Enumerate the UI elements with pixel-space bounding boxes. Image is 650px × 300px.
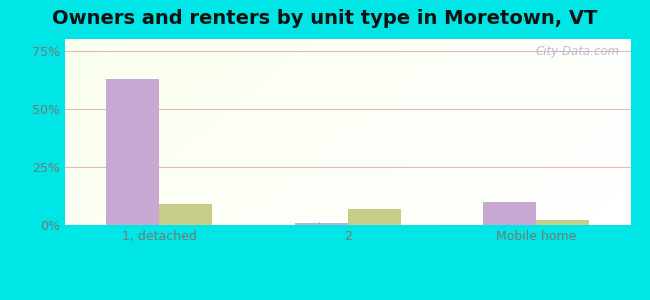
Text: Owners and renters by unit type in Moretown, VT: Owners and renters by unit type in Moret…: [52, 9, 598, 28]
Bar: [348, 209, 400, 225]
Bar: [159, 204, 212, 225]
Bar: [536, 220, 589, 225]
Bar: [295, 223, 348, 225]
Bar: [484, 202, 536, 225]
Bar: [107, 79, 159, 225]
Text: City-Data.com: City-Data.com: [535, 45, 619, 58]
